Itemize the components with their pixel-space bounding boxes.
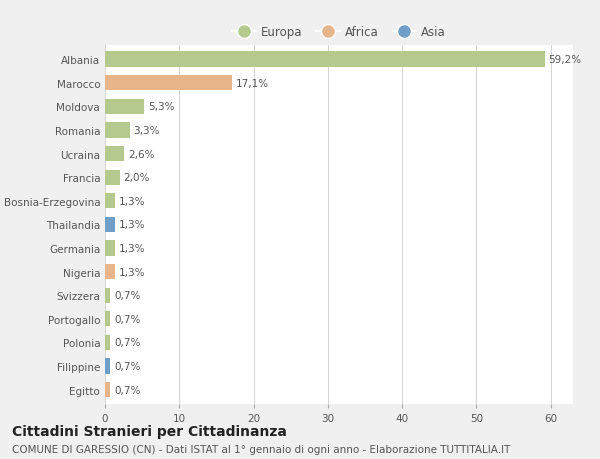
Text: 1,3%: 1,3%	[118, 196, 145, 207]
Bar	[105, 194, 115, 209]
Text: 3,3%: 3,3%	[133, 126, 160, 136]
Bar	[105, 100, 145, 115]
Bar	[105, 264, 115, 280]
Text: 0,7%: 0,7%	[114, 338, 140, 347]
Text: 0,7%: 0,7%	[114, 291, 140, 301]
Bar	[105, 170, 120, 185]
Bar	[105, 241, 115, 256]
Legend: Europa, Africa, Asia: Europa, Africa, Asia	[227, 22, 451, 44]
Text: 1,3%: 1,3%	[118, 243, 145, 253]
Text: 0,7%: 0,7%	[114, 361, 140, 371]
Text: 0,7%: 0,7%	[114, 385, 140, 395]
Bar	[105, 382, 110, 397]
Bar	[105, 312, 110, 327]
Bar	[105, 358, 110, 374]
Text: 1,3%: 1,3%	[118, 267, 145, 277]
Bar	[105, 76, 232, 91]
Text: 0,7%: 0,7%	[114, 314, 140, 324]
Bar	[105, 146, 124, 162]
Text: 5,3%: 5,3%	[148, 102, 175, 112]
Text: COMUNE DI GARESSIO (CN) - Dati ISTAT al 1° gennaio di ogni anno - Elaborazione T: COMUNE DI GARESSIO (CN) - Dati ISTAT al …	[12, 444, 511, 454]
Bar	[105, 335, 110, 350]
Bar	[105, 217, 115, 233]
Text: 17,1%: 17,1%	[236, 78, 269, 89]
Text: 59,2%: 59,2%	[548, 55, 581, 65]
Bar	[105, 52, 545, 67]
Text: 2,6%: 2,6%	[128, 149, 155, 159]
Text: 1,3%: 1,3%	[118, 220, 145, 230]
Text: Cittadini Stranieri per Cittadinanza: Cittadini Stranieri per Cittadinanza	[12, 425, 287, 438]
Text: 2,0%: 2,0%	[124, 173, 150, 183]
Bar	[105, 288, 110, 303]
Bar	[105, 123, 130, 138]
